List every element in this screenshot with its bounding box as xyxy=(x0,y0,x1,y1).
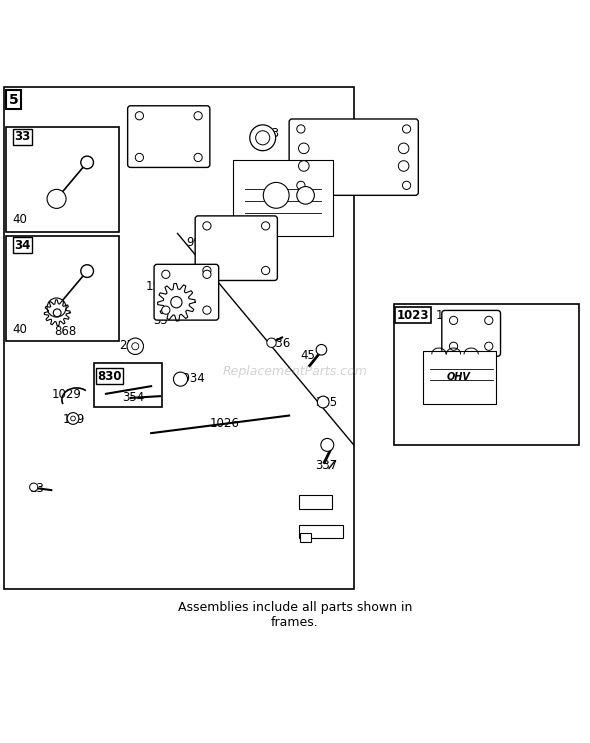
Bar xyxy=(6,127,119,232)
Circle shape xyxy=(321,438,334,451)
Circle shape xyxy=(47,189,66,208)
Circle shape xyxy=(47,298,66,317)
FancyBboxPatch shape xyxy=(154,265,219,320)
Circle shape xyxy=(171,296,182,308)
Text: 993: 993 xyxy=(186,236,209,249)
Text: 155: 155 xyxy=(145,280,168,293)
Text: OHV: OHV xyxy=(446,372,470,383)
Text: 33: 33 xyxy=(14,130,31,143)
Circle shape xyxy=(317,396,329,408)
Circle shape xyxy=(127,338,143,354)
Circle shape xyxy=(71,416,76,421)
Bar xyxy=(299,495,332,509)
Bar xyxy=(422,351,496,403)
FancyBboxPatch shape xyxy=(195,216,277,280)
Bar xyxy=(94,363,162,406)
Text: 1022: 1022 xyxy=(436,308,466,322)
Text: 13: 13 xyxy=(30,482,44,496)
Text: 383: 383 xyxy=(298,527,320,539)
Text: 7: 7 xyxy=(412,166,421,178)
Text: 830: 830 xyxy=(97,370,122,383)
Text: 868: 868 xyxy=(54,325,77,338)
Circle shape xyxy=(402,181,411,189)
Circle shape xyxy=(398,160,409,171)
Text: 1022: 1022 xyxy=(133,109,163,123)
Text: 883: 883 xyxy=(257,126,279,140)
Text: 35: 35 xyxy=(153,314,168,327)
Circle shape xyxy=(263,183,289,208)
Text: 305: 305 xyxy=(316,396,337,409)
Circle shape xyxy=(81,265,93,277)
FancyBboxPatch shape xyxy=(127,106,210,167)
FancyBboxPatch shape xyxy=(442,311,500,356)
Text: 1026: 1026 xyxy=(210,417,240,429)
Circle shape xyxy=(297,186,314,204)
Circle shape xyxy=(484,317,493,325)
Circle shape xyxy=(299,160,309,171)
Bar xyxy=(4,87,354,588)
Circle shape xyxy=(250,125,276,151)
Circle shape xyxy=(203,221,211,230)
Text: 5: 5 xyxy=(8,93,18,106)
Circle shape xyxy=(261,221,270,230)
Text: 189: 189 xyxy=(63,413,86,426)
Text: Assemblies include all parts shown in
frames.: Assemblies include all parts shown in fr… xyxy=(178,601,412,629)
Circle shape xyxy=(135,111,143,120)
Text: 836: 836 xyxy=(268,337,291,350)
Circle shape xyxy=(299,143,309,154)
Bar xyxy=(233,160,333,236)
Circle shape xyxy=(194,153,202,161)
Circle shape xyxy=(316,345,327,355)
Circle shape xyxy=(194,111,202,120)
Circle shape xyxy=(261,267,270,275)
Circle shape xyxy=(30,483,38,491)
Text: 45: 45 xyxy=(301,349,316,362)
Circle shape xyxy=(297,181,305,189)
Text: 40: 40 xyxy=(12,213,27,227)
Circle shape xyxy=(53,309,61,317)
Text: 1023: 1023 xyxy=(396,308,429,322)
Circle shape xyxy=(67,412,79,424)
Circle shape xyxy=(255,131,270,145)
Circle shape xyxy=(173,372,188,386)
Bar xyxy=(300,533,312,542)
Circle shape xyxy=(162,270,170,279)
Bar xyxy=(299,525,343,538)
Circle shape xyxy=(132,343,139,350)
Text: 40: 40 xyxy=(12,322,27,336)
Circle shape xyxy=(81,156,93,169)
Text: 337: 337 xyxy=(316,459,338,472)
Circle shape xyxy=(203,270,211,279)
Text: 1029: 1029 xyxy=(51,389,81,401)
Text: 1034: 1034 xyxy=(175,372,205,385)
Text: 354: 354 xyxy=(122,391,144,404)
Circle shape xyxy=(450,317,458,325)
Circle shape xyxy=(162,306,170,314)
Circle shape xyxy=(135,153,143,161)
Circle shape xyxy=(398,143,409,154)
Circle shape xyxy=(203,267,211,275)
Text: 34: 34 xyxy=(14,239,31,252)
Circle shape xyxy=(402,125,411,133)
Bar xyxy=(394,304,579,445)
Text: 238: 238 xyxy=(119,339,141,351)
Circle shape xyxy=(267,338,276,348)
Text: ReplacementParts.com: ReplacementParts.com xyxy=(222,365,368,378)
Bar xyxy=(6,236,119,341)
Circle shape xyxy=(450,342,458,351)
Text: 635: 635 xyxy=(298,496,320,508)
Circle shape xyxy=(297,125,305,133)
Circle shape xyxy=(484,342,493,351)
Circle shape xyxy=(203,306,211,314)
FancyBboxPatch shape xyxy=(289,119,418,195)
